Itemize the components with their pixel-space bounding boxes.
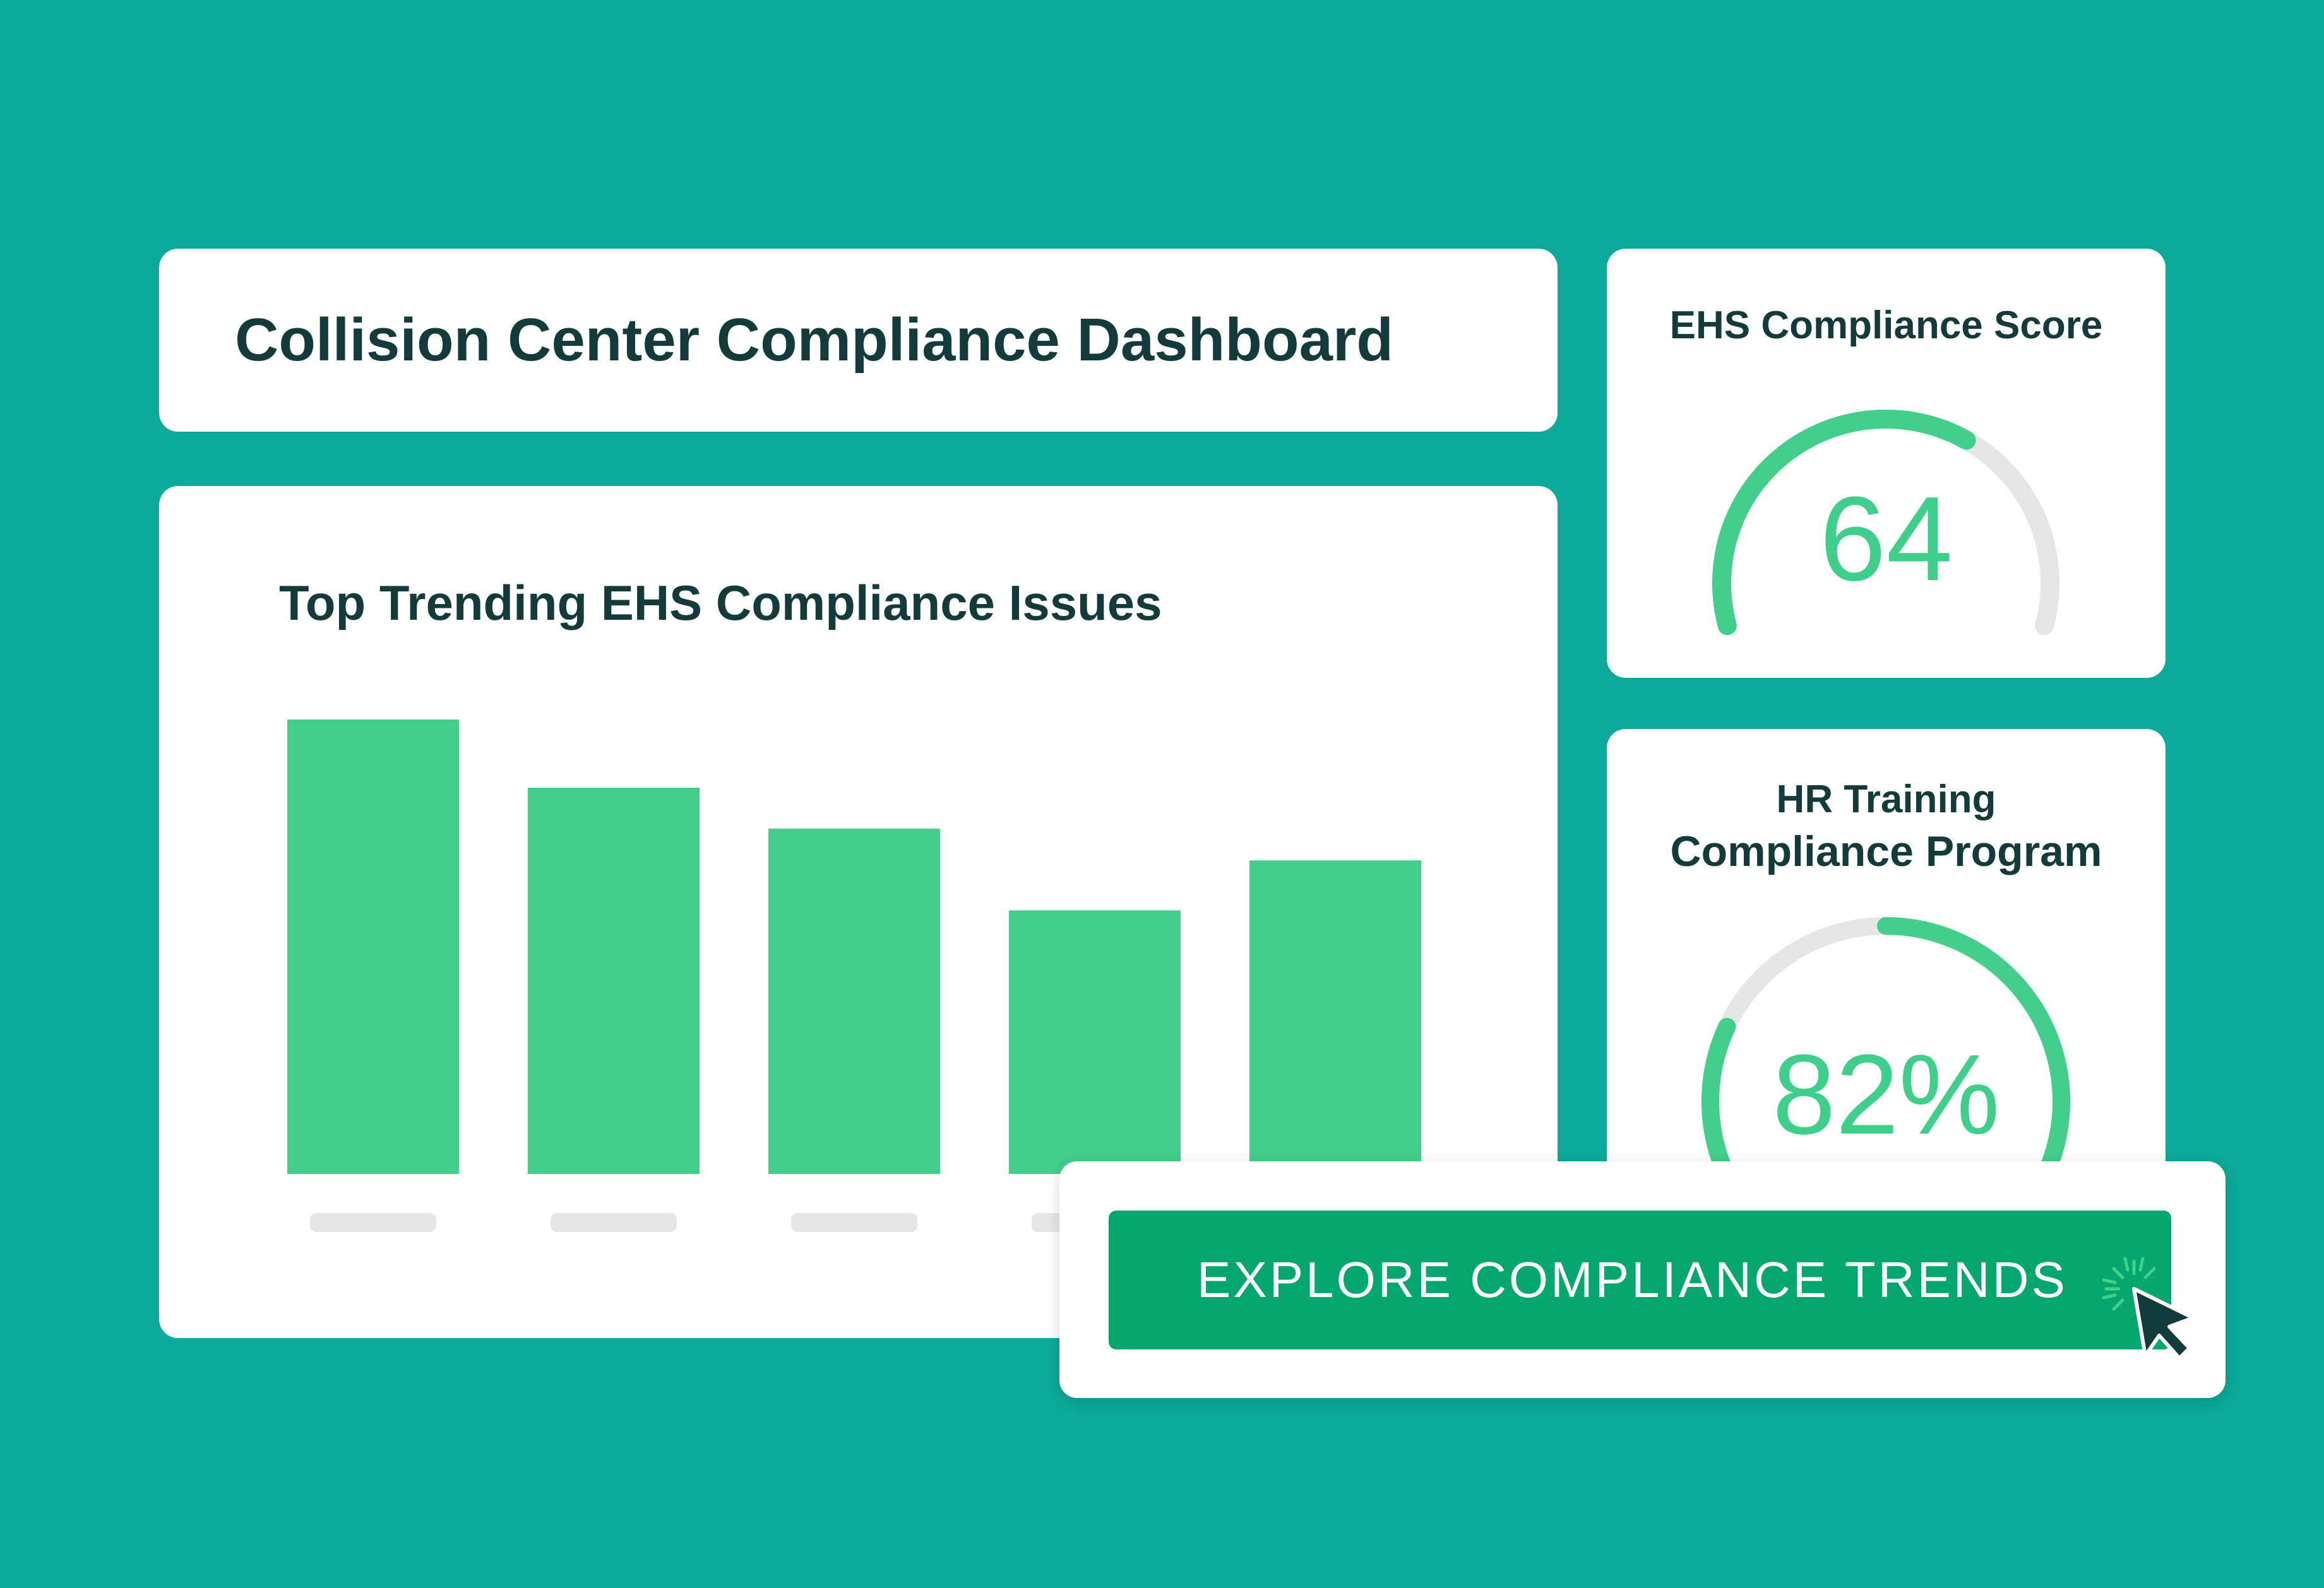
issues-chart-title: Top Trending EHS Compliance Issues	[279, 575, 1162, 631]
ehs-score-gauge	[1712, 410, 2059, 636]
chart-bar	[768, 828, 940, 1174]
issues-bar-chart	[287, 720, 1421, 1232]
dashboard-title: Collision Center Compliance Dashboard	[235, 306, 1393, 374]
chart-bar	[1009, 910, 1181, 1174]
explore-compliance-trends-button[interactable]: EXPLORE COMPLIANCE TRENDS	[1109, 1211, 2171, 1349]
issues-chart-card: Top Trending EHS Compliance Issues	[159, 486, 1558, 1338]
cursor-click-icon	[2102, 1257, 2195, 1360]
ehs-score-value: 64	[1819, 472, 1953, 606]
chart-tick-label-placeholder	[791, 1213, 917, 1232]
hr-training-value: 82%	[1772, 1031, 2000, 1158]
chart-bar	[528, 788, 700, 1174]
chart-tick-label-placeholder	[551, 1213, 677, 1232]
ehs-score-card: EHS Compliance Score 64	[1607, 249, 2166, 678]
chart-bar	[287, 720, 459, 1174]
dashboard-title-card: Collision Center Compliance Dashboard	[159, 249, 1558, 432]
gauge-fill	[1712, 410, 1976, 636]
hr-training-title-line1: HR Training	[1776, 778, 1996, 821]
cta-button-label: EXPLORE COMPLIANCE TRENDS	[1197, 1252, 2068, 1308]
cta-card: EXPLORE COMPLIANCE TRENDS	[1059, 1161, 2226, 1398]
chart-bar	[1249, 860, 1421, 1174]
chart-tick-label-placeholder	[310, 1213, 436, 1232]
ehs-score-title: EHS Compliance Score	[1669, 304, 2103, 347]
hr-training-title-line2: Compliance Program	[1670, 827, 2102, 875]
